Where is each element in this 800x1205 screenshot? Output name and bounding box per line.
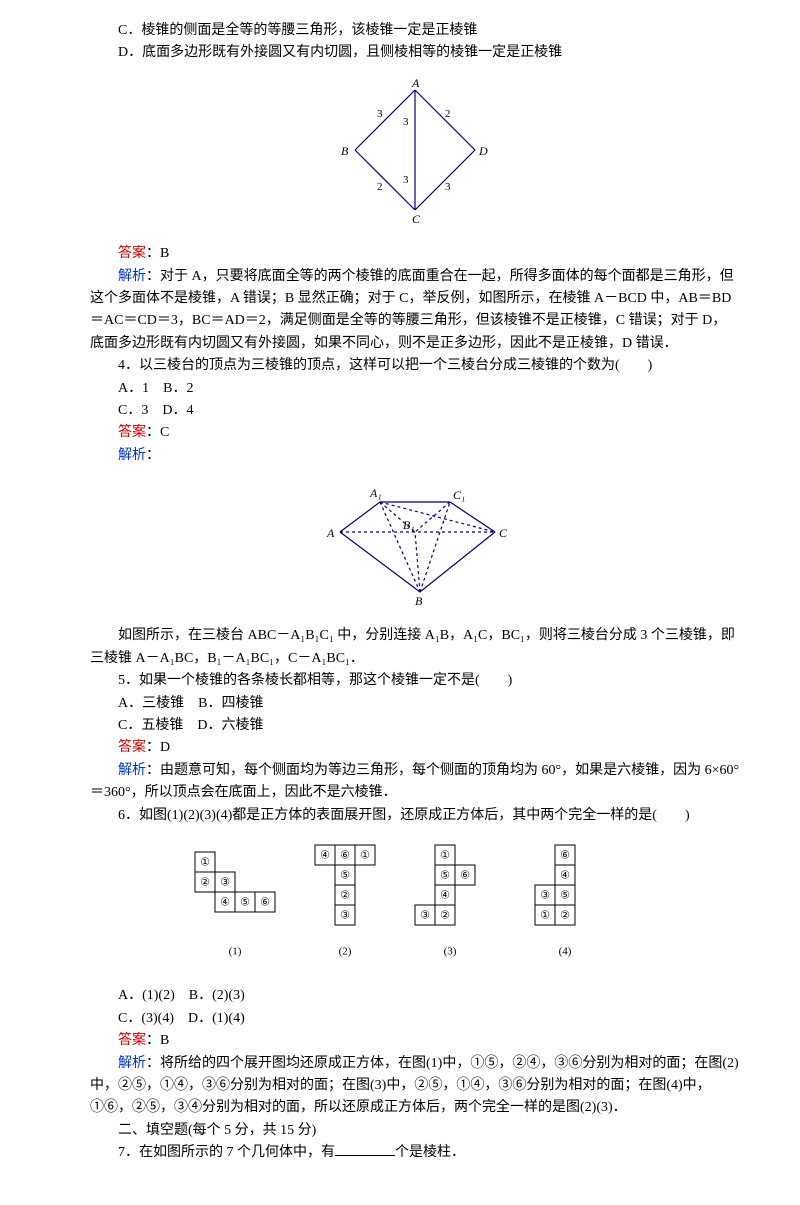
svg-text:①: ① [360,850,370,862]
net-caption-4: (4) [559,946,572,958]
analysis-label: 解析 [118,1056,146,1071]
label-D: D [478,144,488,158]
answer-label: 答案 [118,425,146,440]
diagram-cube-nets: ① ② ③ ④ ⑤ ⑥ (1) ④ ⑥ ① ⑤ ② ③ (2) [90,837,740,975]
svg-text:②: ② [440,910,450,922]
edge-4: 3 [403,174,409,186]
q4-analysis-label-line: 解析： [90,445,740,467]
svg-text:②: ② [560,910,570,922]
q7-text-1: 7．在如图所示的 7 个几何体中，有 [118,1145,335,1160]
svg-text:⑤: ⑤ [560,890,570,902]
q4-option-a: A．1 B．2 [90,378,740,400]
label-C1: C₁ [453,488,465,502]
q6-analysis-line: 解析：将所给的四个展开图均还原成正方体，在图(1)中，①⑤，②④，③⑥分别为相对… [90,1053,740,1120]
edge-2: 2 [445,108,451,120]
answer-label: 答案 [118,246,146,261]
answer-label: 答案 [118,1033,146,1048]
q5-option-a: A．三棱锥 B．四棱锥 [90,693,740,715]
label-A: A [326,526,335,540]
q3-option-c: C．棱锥的侧面是全等的等腰三角形，该棱锥一定是正棱锥 [90,20,740,42]
q5-analysis: ：由题意可知，每个侧面均为等边三角形，每个侧面的顶角均为 60°，如果是六棱锥，… [90,763,739,800]
svg-text:④: ④ [440,890,450,902]
svg-text:④: ④ [220,897,230,909]
svg-text:③: ③ [420,910,430,922]
q4-answer: ：C [146,425,169,440]
q3-option-d: D．底面多边形既有外接圆又有内切圆，且侧棱相等的棱锥一定是正棱锥 [90,42,740,64]
edge-3: 3 [403,116,409,128]
q3-answer: ：B [146,246,169,261]
svg-text:⑤: ⑤ [340,870,350,882]
svg-text:⑥: ⑥ [340,850,350,862]
label-A1: A₁ [369,486,382,500]
q3-analysis-line: 解析：对于 A，只要将底面全等的两个棱锥的底面重合在一起，所得多面体的每个面都是… [90,266,740,356]
net-caption-2: (2) [339,946,352,958]
svg-text:⑤: ⑤ [240,897,250,909]
label-C: C [499,526,508,540]
net-caption-3: (3) [444,946,457,958]
q4-text: 4．以三棱台的顶点为三棱锥的顶点，这样可以把一个三棱台分成三棱锥的个数为( ) [90,355,740,377]
q4-analysis: 如图所示，在三棱台 ABC－A₁B₁C₁ 中，分别连接 A₁B，A₁C，BC₁，… [90,625,740,670]
svg-text:③: ③ [340,910,350,922]
svg-text:②: ② [200,877,210,889]
q6-analysis: ：将所给的四个展开图均还原成正方体，在图(1)中，①⑤，②④，③⑥分别为相对的面… [90,1056,739,1116]
q6-answer: ：B [146,1033,169,1048]
svg-text:②: ② [340,890,350,902]
svg-text:③: ③ [220,877,230,889]
svg-text:⑤: ⑤ [440,870,450,882]
label-B: B [341,144,349,158]
q7-text: 7．在如图所示的 7 个几何体中，有 个是棱柱． [90,1142,740,1164]
q7-blank[interactable] [335,1155,395,1156]
edge-1: 3 [377,108,383,120]
svg-text:⑥: ⑥ [460,870,470,882]
diagram-rhombus: A B C D 3 2 3 3 2 3 [90,75,740,233]
analysis-label: 解析 [118,448,146,463]
q4-answer-line: 答案：C [90,422,740,444]
section2-title: 二、填空题(每个 5 分，共 15 分) [90,1120,740,1142]
svg-text:①: ① [540,910,550,922]
analysis-label: 解析 [118,763,146,778]
label-B: B [415,594,423,607]
answer-label: 答案 [118,740,146,755]
q6-answer-line: 答案：B [90,1030,740,1052]
q5-analysis-line: 解析：由题意可知，每个侧面均为等边三角形，每个侧面的顶角均为 60°，如果是六棱… [90,760,740,805]
q7-text-2: 个是棱柱． [395,1145,465,1160]
edge-5: 2 [377,181,383,193]
q4-option-c: C．3 D．4 [90,400,740,422]
q6-option-a: A．(1)(2) B．(2)(3) [90,985,740,1007]
svg-text:⑥: ⑥ [260,897,270,909]
q6-text: 6．如图(1)(2)(3)(4)都是正方体的表面展开图，还原成正方体后，其中两个… [90,805,740,827]
label-B1: B₁ [403,518,415,532]
q6-option-c: C．(3)(4) D．(1)(4) [90,1008,740,1030]
q3-answer-line: 答案：B [90,243,740,265]
net-caption-1: (1) [229,946,242,958]
edge-6: 3 [445,181,451,193]
analysis-label: 解析 [118,269,146,284]
svg-text:④: ④ [320,850,330,862]
svg-text:①: ① [440,850,450,862]
q5-option-c: C．五棱锥 D．六棱锥 [90,715,740,737]
q5-text: 5．如果一个棱锥的各条棱长都相等，那这个棱锥一定不是( ) [90,670,740,692]
svg-text:⑥: ⑥ [560,850,570,862]
q5-answer: ：D [146,740,170,755]
svg-text:①: ① [200,857,210,869]
svg-text:④: ④ [560,870,570,882]
label-C: C [412,212,421,225]
q5-answer-line: 答案：D [90,737,740,759]
label-A: A [411,76,420,90]
q3-analysis: ：对于 A，只要将底面全等的两个棱锥的底面重合在一起，所得多面体的每个面都是三角… [90,269,734,351]
diagram-frustum: A B C A₁ B₁ C₁ [90,477,740,615]
svg-text:③: ③ [540,890,550,902]
